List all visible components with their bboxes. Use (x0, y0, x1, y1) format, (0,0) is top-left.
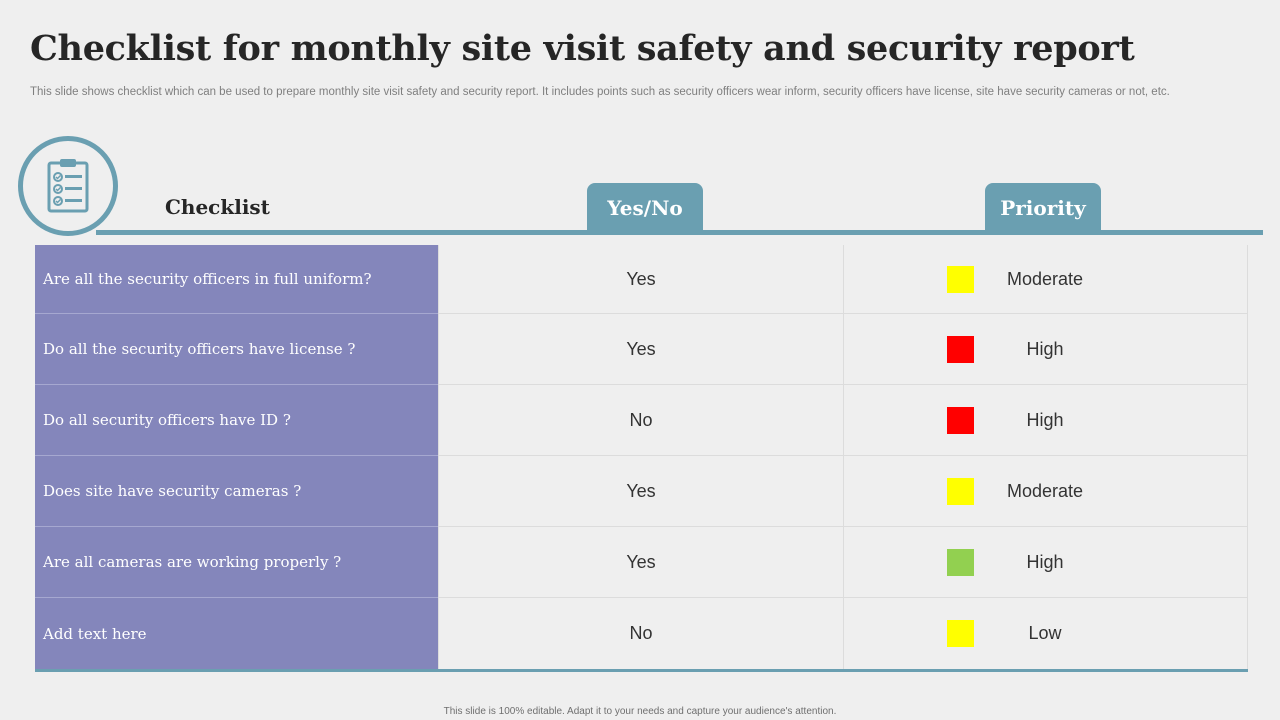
page-subtitle: This slide shows checklist which can be … (30, 86, 1170, 98)
priority-label: Moderate (1006, 480, 1084, 501)
answer-cell: No (438, 598, 843, 669)
column-header-checklist: Checklist (165, 195, 270, 219)
priority-label: High (1026, 409, 1064, 430)
priority-cell: High (843, 314, 1248, 385)
priority-cell: Low (843, 598, 1248, 669)
column-header-yes-no: Yes/No (587, 183, 703, 232)
priority-label: High (1026, 338, 1064, 359)
footer-note: This slide is 100% editable. Adapt it to… (443, 706, 837, 717)
priority-color-swatch (947, 265, 974, 293)
answer-cell: Yes (438, 456, 843, 527)
priority-cell: High (843, 385, 1248, 456)
priority-cell: Moderate (843, 456, 1248, 527)
answer-cell: No (438, 385, 843, 456)
priority-color-swatch (947, 406, 974, 434)
checklist-table: Are all the security officers in full un… (35, 245, 1248, 672)
priority-color-swatch (947, 477, 974, 505)
question-cell: Add text here (35, 598, 438, 669)
priority-color-swatch (947, 548, 974, 576)
answer-cell: Yes (438, 314, 843, 385)
table-row: Does site have security cameras ? Yes Mo… (35, 456, 1248, 527)
question-cell: Are all cameras are working properly ? (35, 527, 438, 598)
clipboard-badge (18, 136, 118, 236)
priority-label: Low (1028, 623, 1062, 643)
clipboard-checklist-icon (47, 159, 89, 213)
table-row: Do all the security officers have licens… (35, 314, 1248, 385)
table-row: Are all cameras are working properly ? Y… (35, 527, 1248, 598)
page-title: Checklist for monthly site visit safety … (30, 28, 1135, 69)
table-row: Add text here No Low (35, 598, 1248, 669)
priority-label: Moderate (1006, 268, 1084, 289)
header-divider (96, 230, 1263, 235)
priority-color-swatch (947, 620, 974, 647)
answer-cell: Yes (438, 527, 843, 598)
column-header-priority: Priority (985, 183, 1101, 232)
priority-cell: Moderate (843, 245, 1248, 314)
priority-cell: High (843, 527, 1248, 598)
priority-color-swatch (947, 335, 974, 363)
question-cell: Do all the security officers have licens… (35, 314, 438, 385)
priority-label: High (1026, 551, 1064, 572)
question-cell: Do all security officers have ID ? (35, 385, 438, 456)
question-cell: Does site have security cameras ? (35, 456, 438, 527)
table-row: Are all the security officers in full un… (35, 245, 1248, 314)
table-row: Do all security officers have ID ? No Hi… (35, 385, 1248, 456)
answer-cell: Yes (438, 245, 843, 314)
question-cell: Are all the security officers in full un… (35, 245, 438, 314)
